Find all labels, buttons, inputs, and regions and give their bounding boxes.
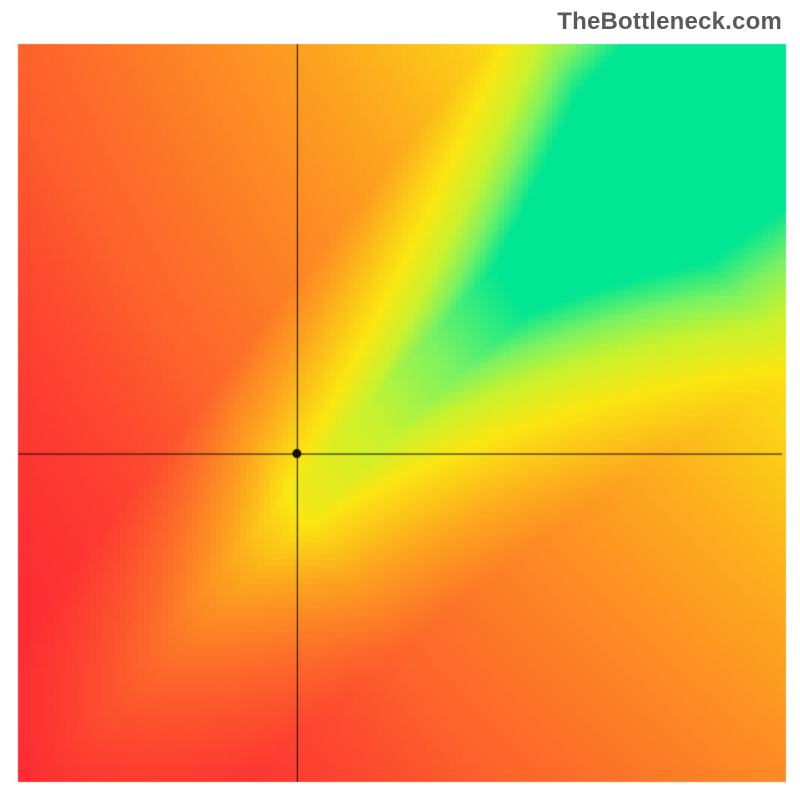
watermark-text: TheBottleneck.com — [557, 8, 782, 36]
bottleneck-heatmap — [0, 0, 800, 800]
